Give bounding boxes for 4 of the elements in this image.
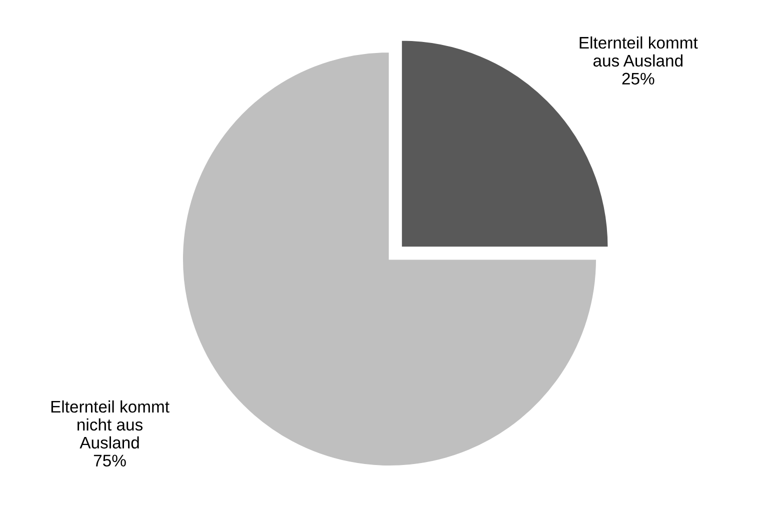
slice-label: Elternteil kommt nicht aus Ausland [51,400,170,449]
data-label: 75% [94,454,126,467]
slice-label: Elternteil kommt aus Ausland [580,36,698,67]
data-label: 25% [622,72,654,85]
